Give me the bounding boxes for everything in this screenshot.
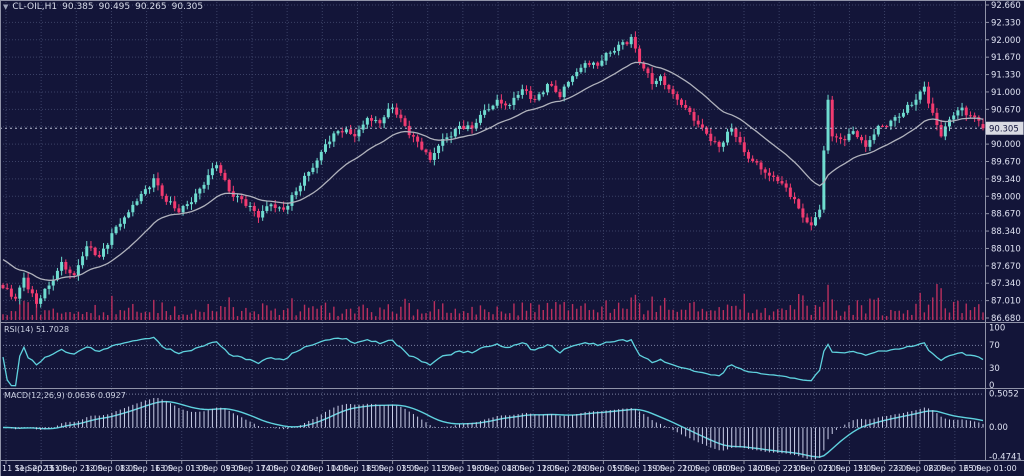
axis-label: 15 Sep 11:00 — [401, 464, 454, 473]
axis-label: 11 Sep 23:00 — [50, 464, 103, 473]
axis-label: 92.000 — [991, 36, 1021, 46]
axis-label: 89.000 — [991, 192, 1021, 202]
axis-label: 14 Sep 18:00 — [331, 464, 384, 473]
axis-label: -0.4741 — [989, 453, 1022, 463]
axis-label: 88.670 — [991, 210, 1021, 220]
axis-label: 90.670 — [991, 105, 1021, 115]
axis-label: 21 Sep 07:00 — [788, 464, 841, 473]
ohlc-open: 90.385 — [62, 2, 94, 12]
axis-label: 0.00 — [989, 423, 1008, 433]
axis-label: 12 Sep 16:00 — [120, 464, 173, 473]
axis-label: 18 Sep 20:00 — [542, 464, 595, 473]
axis-label: 0 — [989, 381, 994, 391]
axis-label: 18 Sep 12:00 — [506, 464, 559, 473]
axis-label: 22 Sep 08:00 — [893, 464, 946, 473]
axis-label: 19 Sep 13:00 — [612, 464, 665, 473]
axis-label: 14 Sep 10:00 — [296, 464, 349, 473]
axis-label: 100 — [989, 324, 1005, 334]
axis-label: 70 — [989, 341, 1000, 351]
axis-label: 86.680 — [991, 314, 1021, 324]
axis-label: 30 — [989, 364, 1000, 374]
axis-label: 15 Sep 19:00 — [436, 464, 489, 473]
axis-label: 91.000 — [991, 88, 1021, 98]
axis-label: 92.660 — [991, 1, 1021, 11]
axis-label: 89.670 — [991, 158, 1021, 168]
axis-label: 18 Sep 04:00 — [471, 464, 524, 473]
axis-label: 91.330 — [991, 71, 1021, 81]
chart-title: ▼ CL-OIL,H1 90.385 90.495 90.265 90.305 — [3, 2, 208, 13]
axis-label: 22 Sep 16:00 — [928, 464, 981, 473]
axis-label: 21 Sep 15:00 — [823, 464, 876, 473]
axis-label: 87.010 — [991, 297, 1021, 307]
rsi-panel — [0, 336, 984, 387]
price-axis: 92.660 92.330 92.000 91.670 91.330 91.000 90.6… — [986, 1, 1022, 463]
ohlc-close: 90.305 — [171, 2, 204, 12]
axis-label: 19 Sep 21:00 — [647, 464, 700, 473]
axis-label: 12 Sep 08:00 — [85, 464, 138, 473]
rsi-line — [2, 336, 984, 387]
axis-label: 20 Sep 22:00 — [752, 464, 805, 473]
axis-label: 88.010 — [991, 244, 1021, 254]
axis-label: 88.340 — [991, 227, 1021, 237]
axis-label: 15 Sep 03:00 — [366, 464, 419, 473]
axis-label: 13 Sep 01:00 — [155, 464, 208, 473]
axis-label: 11 Sep 2023 — [2, 464, 53, 473]
axis-label: 19 Sep 05:00 — [577, 464, 630, 473]
rsi-indicator-label: RSI(14) 51.7028 — [4, 325, 70, 334]
axis-label: 90.000 — [991, 140, 1021, 150]
axis-label: 90.305 — [989, 124, 1019, 134]
axis-label: 89.340 — [991, 175, 1021, 185]
axis-label: 0.5052 — [989, 390, 1019, 400]
axis-label: 87.670 — [991, 262, 1021, 272]
symbol-label: CL-OIL,H1 — [12, 2, 58, 12]
axis-label: 20 Sep 06:00 — [682, 464, 735, 473]
symbol-menu-icon[interactable]: ▼ — [3, 3, 9, 11]
axis-label: 20 Sep 14:00 — [717, 464, 770, 473]
volume-histogram — [2, 284, 984, 320]
axis-label: 21 Sep 23:00 — [858, 464, 911, 473]
axis-label: 11 Sep 15:00 — [14, 464, 67, 473]
ma-line — [2, 61, 984, 281]
axis-label: 92.330 — [991, 18, 1021, 28]
macd-histogram — [6, 397, 984, 460]
ohlc-low: 90.265 — [135, 2, 167, 12]
ohlc-high: 90.495 — [98, 2, 131, 12]
axis-label: 25 Sep 01:00 — [963, 464, 1016, 473]
axis-label: 87.340 — [991, 279, 1021, 289]
axis-label: 13 Sep 09:00 — [190, 464, 243, 473]
current-price-tag: 90.305 — [985, 121, 1024, 136]
axis-label: 13 Sep 17:00 — [225, 464, 278, 473]
axis-label: 14 Sep 02:00 — [260, 464, 313, 473]
axis-label: 91.670 — [991, 53, 1021, 63]
macd-indicator-label: MACD(12,26,9) 0.0636 0.0927 — [4, 391, 126, 400]
